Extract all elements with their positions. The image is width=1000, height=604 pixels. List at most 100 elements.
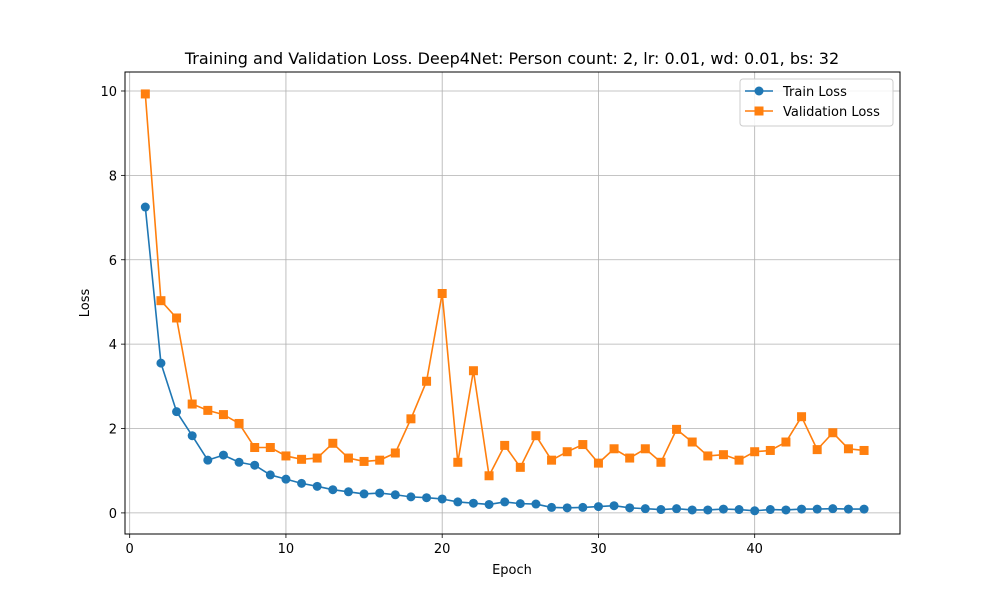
validation-loss-marker — [718, 450, 728, 460]
validation-loss-marker — [547, 455, 557, 465]
train-loss-marker — [609, 501, 619, 511]
validation-loss-marker — [328, 438, 338, 448]
validation-loss-marker — [343, 453, 353, 463]
validation-loss-marker — [468, 366, 478, 376]
train-loss-marker — [562, 503, 572, 513]
train-loss-marker — [578, 502, 588, 512]
validation-loss-marker — [578, 440, 588, 450]
x-tick-label: 40 — [746, 542, 763, 557]
train-loss-marker — [640, 504, 650, 514]
train-loss-marker — [468, 498, 478, 508]
validation-loss-marker — [312, 453, 322, 463]
train-loss-marker — [484, 499, 494, 509]
validation-loss-marker — [593, 458, 603, 468]
train-loss-marker — [390, 490, 400, 500]
validation-loss-marker — [406, 414, 416, 424]
validation-loss-marker — [390, 448, 400, 458]
validation-loss-marker — [375, 455, 385, 465]
validation-loss-marker — [531, 431, 541, 441]
validation-loss-marker — [843, 444, 853, 454]
y-tick-label: 2 — [109, 423, 117, 438]
y-tick-label: 0 — [109, 507, 117, 522]
y-tick-label: 8 — [109, 169, 117, 184]
validation-loss-marker — [750, 447, 760, 457]
x-tick-label: 0 — [126, 542, 134, 557]
y-tick-label: 10 — [100, 85, 117, 100]
train-loss-marker — [718, 504, 728, 514]
train-loss-marker — [453, 497, 463, 507]
validation-loss-marker — [812, 445, 822, 455]
validation-loss-marker — [437, 289, 447, 299]
train-loss-marker — [812, 504, 822, 514]
validation-loss-marker — [640, 444, 650, 454]
legend-train-loss-marker — [754, 86, 764, 96]
validation-loss-marker — [562, 447, 572, 457]
validation-loss-marker — [156, 296, 166, 306]
validation-loss-marker — [250, 443, 260, 453]
validation-loss-marker — [656, 457, 666, 467]
x-tick-label: 30 — [590, 542, 607, 557]
train-loss-marker — [703, 505, 713, 515]
validation-loss-marker — [218, 410, 228, 420]
train-loss-marker — [437, 494, 447, 504]
y-tick-label: 6 — [109, 254, 117, 269]
validation-loss-marker — [515, 462, 525, 472]
train-loss-marker — [328, 485, 338, 495]
validation-loss-marker — [297, 454, 307, 464]
train-loss-marker — [500, 497, 510, 507]
train-loss-marker — [625, 503, 635, 513]
train-loss-marker — [203, 455, 213, 465]
train-loss-marker — [297, 478, 307, 488]
y-axis-label: Loss — [78, 289, 93, 318]
train-loss-marker — [281, 474, 291, 484]
legend: Train Loss Validation Loss — [739, 78, 894, 127]
train-loss-marker — [859, 504, 869, 514]
validation-loss-marker — [140, 89, 150, 99]
train-loss-marker — [515, 499, 525, 509]
train-loss-marker — [187, 431, 197, 441]
train-loss-marker — [765, 505, 775, 515]
chart-title: Training and Validation Loss. Deep4Net: … — [184, 49, 839, 68]
train-loss-marker — [343, 487, 353, 497]
legend-train-loss-label: Train Loss — [782, 85, 847, 100]
validation-loss-marker — [734, 455, 744, 465]
train-loss-marker — [734, 505, 744, 515]
train-loss-marker — [687, 505, 697, 515]
legend-validation-loss-label: Validation Loss — [783, 105, 880, 120]
x-axis-label: Epoch — [492, 563, 532, 578]
y-tick-label: 4 — [109, 338, 117, 353]
legend-validation-loss-marker — [754, 106, 764, 116]
validation-loss-marker — [234, 418, 244, 428]
train-loss-marker — [359, 489, 369, 499]
validation-loss-marker — [484, 471, 494, 481]
plot-area-frame — [124, 71, 901, 535]
train-loss-marker — [593, 502, 603, 512]
validation-loss-marker — [672, 424, 682, 434]
train-loss-marker — [843, 504, 853, 514]
validation-loss-marker — [187, 399, 197, 409]
validation-loss-marker — [265, 443, 275, 453]
train-loss-marker — [172, 407, 182, 417]
validation-loss-marker — [797, 412, 807, 422]
validation-loss-marker — [625, 453, 635, 463]
train-loss-marker — [828, 504, 838, 514]
x-tick-label: 10 — [278, 542, 295, 557]
train-loss-marker — [750, 506, 760, 516]
validation-loss-series — [140, 89, 869, 481]
train-loss-marker — [406, 492, 416, 502]
train-loss-marker — [547, 502, 557, 512]
validation-loss-marker — [687, 437, 697, 447]
validation-loss-marker — [203, 405, 213, 415]
train-loss-marker — [531, 499, 541, 509]
train-loss-marker — [781, 505, 791, 515]
validation-loss-marker — [422, 376, 432, 386]
train-loss-marker — [234, 457, 244, 467]
train-loss-marker — [797, 504, 807, 514]
validation-loss-marker — [281, 451, 291, 461]
validation-loss-marker — [765, 445, 775, 455]
legend-frame — [739, 78, 894, 127]
validation-loss-marker — [609, 444, 619, 454]
train-loss-marker — [156, 358, 166, 368]
validation-loss-marker — [781, 437, 791, 447]
